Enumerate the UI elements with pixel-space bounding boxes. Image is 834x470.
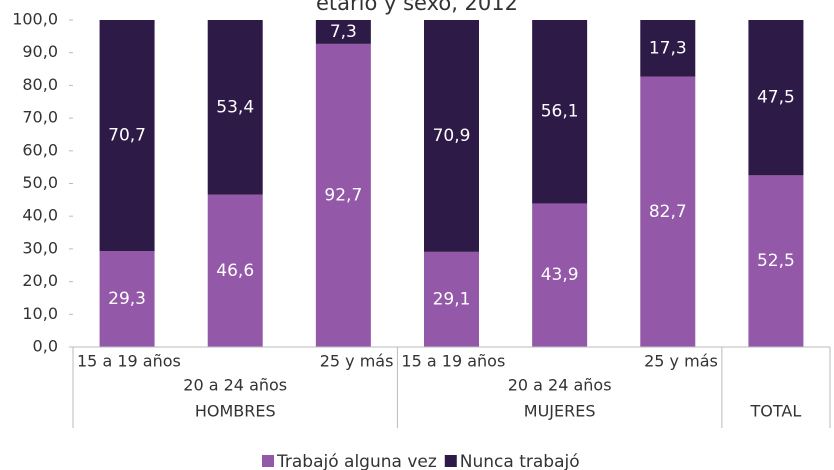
y-tick-label: 90,0: [22, 42, 58, 61]
y-tick-label: 10,0: [22, 304, 58, 323]
legend-swatch: [444, 455, 457, 467]
chart-title: etario y sexo, 2012: [316, 0, 518, 15]
y-tick-label: 50,0: [22, 173, 58, 192]
bar-segment: [315, 20, 371, 44]
value-label: 7,3: [330, 22, 357, 42]
legend-label: Trabajó alguna vez: [276, 452, 437, 470]
value-label: 46,6: [216, 261, 254, 281]
legend-label: Nunca trabajó: [460, 452, 580, 470]
y-tick-label: 40,0: [22, 206, 58, 225]
value-label: 92,7: [324, 185, 362, 205]
y-tick-label: 80,0: [22, 75, 58, 94]
bar-segment: [99, 20, 155, 252]
value-label: 53,4: [216, 97, 254, 117]
bar-segment: [207, 20, 263, 195]
x-tick-label: 25 y más: [320, 352, 394, 371]
value-label: 29,3: [108, 289, 146, 309]
value-label: 47,5: [757, 88, 795, 108]
bar-segment: [424, 20, 479, 252]
value-label: 70,7: [108, 126, 146, 146]
bar-segment: [424, 251, 479, 347]
y-tick-label: 70,0: [22, 108, 58, 127]
bar-segment: [748, 20, 804, 176]
y-tick-label: 60,0: [22, 140, 58, 159]
value-label: 82,7: [649, 202, 687, 222]
legend: Trabajó alguna vez Nunca trabajó: [262, 452, 580, 470]
value-label: 29,1: [433, 289, 471, 309]
legend-swatch: [262, 455, 274, 467]
x-tick-label: 20 a 24 años: [508, 376, 612, 395]
y-tick-label: 100,0: [12, 10, 58, 29]
y-tick-label: 20,0: [22, 271, 58, 290]
group-label: MUJERES: [524, 402, 596, 421]
value-label: 56,1: [541, 102, 579, 122]
x-tick-label: 15 a 19 años: [401, 352, 505, 371]
value-label: 70,9: [433, 126, 471, 146]
bar-segment: [207, 194, 263, 347]
group-label: HOMBRES: [195, 402, 276, 421]
group-label: TOTAL: [750, 402, 802, 421]
x-tick-label: 25 y más: [644, 352, 718, 371]
value-label: 52,5: [757, 251, 795, 271]
y-tick-label: 30,0: [22, 238, 58, 257]
bar-segment: [748, 175, 804, 347]
value-label: 43,9: [541, 265, 579, 285]
bar-segment: [99, 251, 155, 347]
bar-segment: [640, 76, 696, 348]
bar-segment: [315, 43, 371, 347]
bar-segment: [532, 203, 588, 347]
x-tick-label: 20 a 24 años: [183, 376, 287, 395]
bar-segment: [640, 20, 696, 77]
y-tick-label: 0,0: [33, 337, 58, 356]
bar-segment: [532, 20, 588, 204]
x-tick-label: 15 a 19 años: [77, 352, 181, 371]
value-label: 17,3: [649, 38, 687, 58]
